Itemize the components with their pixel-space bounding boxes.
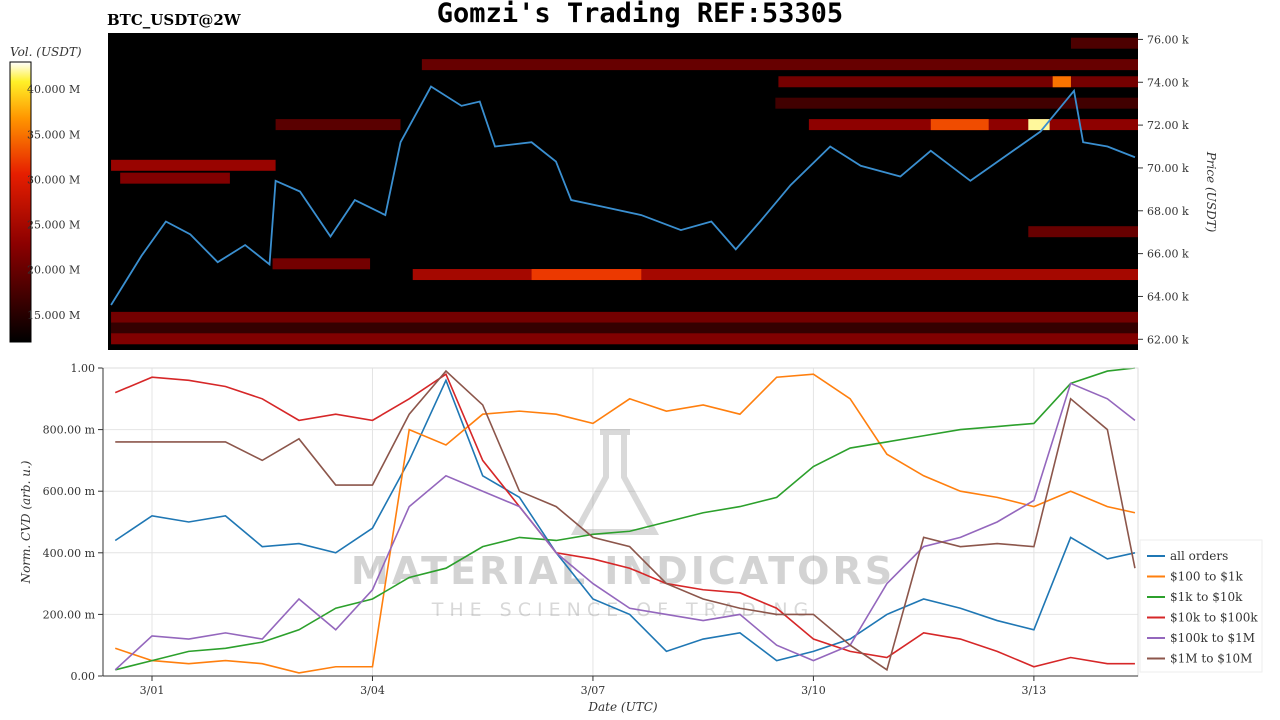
heatmap-band [111, 311, 1138, 323]
legend: all orders $100 to $1k $1k to $10k $10k to … [1139, 539, 1263, 673]
legend-entry: $10k to $100k [1170, 611, 1258, 625]
watermark-title: MATERIAL INDICATORS [351, 549, 895, 593]
heatmap-band [421, 59, 1138, 71]
heatmap-band [1028, 226, 1138, 238]
heatmap-band [1028, 119, 1050, 131]
x-axis-label: Date (UTC) [587, 700, 657, 714]
y-axis-tick-label: 600.00 m [43, 485, 96, 498]
cvd-series-line [114, 373, 1136, 674]
price-axis-tick-label: 62.00 k [1147, 333, 1189, 346]
price-axis-tick-label: 72.00 k [1147, 119, 1189, 132]
heatmap-band [775, 97, 1138, 109]
price-axis-tick-label: 68.00 k [1147, 205, 1189, 218]
cvd-series-line [114, 378, 1136, 662]
colorbar-tick-label: 20.000 M [27, 264, 80, 277]
heatmap-band [531, 269, 642, 281]
legend-entry: $100 to $1k [1170, 570, 1243, 584]
colorbar-tick-label: 35.000 M [27, 128, 80, 141]
legend-entry: $1M to $10M [1170, 652, 1252, 666]
heatmap-band [412, 269, 1138, 281]
legend-entry: all orders [1170, 549, 1228, 563]
x-axis-tick-label: 3/07 [581, 684, 606, 697]
legend-entry: $100k to $1M [1170, 631, 1255, 645]
cvd-series-line [115, 367, 1136, 671]
heatmap-band [930, 119, 989, 131]
y-axis-tick-label: 400.00 m [43, 547, 96, 560]
price-axis-tick-label: 70.00 k [1147, 162, 1189, 175]
heatmap-band [1052, 76, 1071, 88]
heatmap-band [272, 258, 371, 270]
pair-label: BTC_USDT@2W [107, 11, 241, 29]
price-axis-tick-label: 66.00 k [1147, 248, 1189, 261]
y-axis-tick-label: 0.00 [71, 670, 96, 683]
price-line [110, 85, 1136, 306]
heatmap-band [111, 159, 276, 171]
colorbar-tick-label: 25.000 M [27, 219, 80, 232]
x-axis-tick-label: 3/01 [140, 684, 165, 697]
x-axis-tick-label: 3/10 [801, 684, 826, 697]
colorbar-tick-label: 15.000 M [27, 309, 80, 322]
y-axis-tick-label: 1.00 [71, 362, 96, 375]
x-axis-tick-label: 3/04 [360, 684, 385, 697]
heatmap-band [111, 322, 1138, 334]
heatmap-band [120, 172, 230, 184]
y-axis-tick-label: 800.00 m [43, 424, 96, 437]
colorbar-label: Vol. (USDT) [10, 45, 82, 59]
flask-logo [570, 429, 660, 535]
heatmap-band [275, 119, 401, 131]
heatmap-band [1070, 37, 1138, 49]
price-axis-tick-label: 74.00 k [1147, 76, 1189, 89]
x-axis-tick-label: 3/13 [1022, 684, 1047, 697]
heatmap-band [778, 76, 1138, 88]
colorbar [9, 61, 32, 343]
y-axis-label: Norm. CVD (arb. u.) [19, 460, 33, 584]
plot-frame [102, 367, 1139, 677]
heatmap-band [111, 333, 1138, 345]
colorbar-tick-label: 40.000 M [27, 83, 80, 96]
cvd-series-line [114, 372, 1135, 668]
price-axis-tick-label: 64.00 k [1147, 290, 1189, 303]
page-title: Gomzi's Trading REF:53305 [436, 0, 844, 29]
colorbar-tick-label: 30.000 M [27, 173, 80, 186]
cvd-series-line [114, 382, 1136, 671]
price-axis-label: Price (USDT) [1204, 151, 1218, 233]
legend-entry: $1k to $10k [1170, 590, 1243, 604]
watermark-subtitle: THE SCIENCE OF TRADING [431, 599, 815, 621]
cvd-series-line [115, 369, 1136, 672]
price-axis-tick-label: 76.00 k [1147, 33, 1189, 46]
y-axis-tick-label: 200.00 m [43, 608, 96, 621]
legend-box [1139, 539, 1263, 673]
